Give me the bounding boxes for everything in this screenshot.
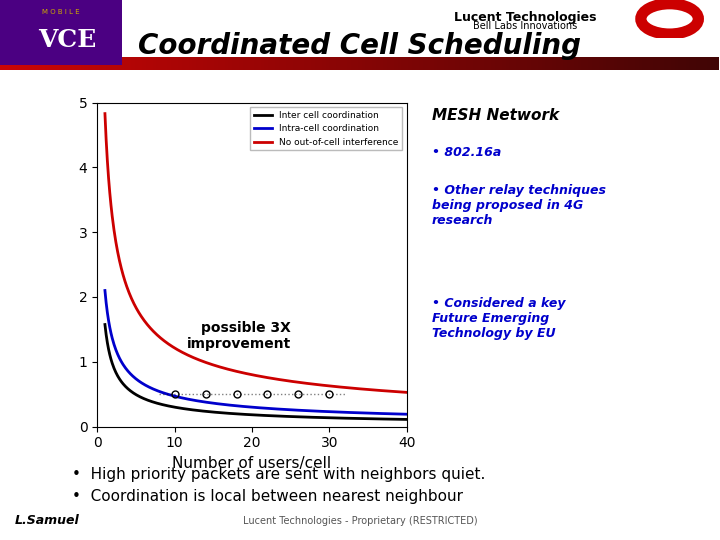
Line: Intra-cell coordination: Intra-cell coordination xyxy=(105,291,407,414)
Text: MESH Network: MESH Network xyxy=(432,108,559,123)
No out-of-cell interference xyxy=(402,389,411,396)
Text: Bell Labs Innovations: Bell Labs Innovations xyxy=(474,21,577,31)
No out-of-cell interference xyxy=(101,110,109,117)
Text: possible 3X
improvement: possible 3X improvement xyxy=(186,321,291,351)
Text: • Considered a key
Future Emerging
Technology by EU: • Considered a key Future Emerging Techn… xyxy=(432,297,565,340)
Inter cell coordination xyxy=(395,416,404,422)
No out-of-cell interference xyxy=(264,375,273,381)
Text: • 802.16a: • 802.16a xyxy=(432,146,501,159)
Text: VCE: VCE xyxy=(38,28,96,52)
Line: Inter cell coordination: Inter cell coordination xyxy=(105,325,407,420)
Text: Coordinated Cell Scheduling: Coordinated Cell Scheduling xyxy=(138,32,582,60)
Intra-cell coordination xyxy=(395,411,404,417)
No out-of-cell interference xyxy=(348,385,356,392)
Text: Lucent Technologies - Proprietary (RESTRICTED): Lucent Technologies - Proprietary (RESTR… xyxy=(243,516,477,526)
Intra-cell coordination xyxy=(244,403,253,410)
Intra-cell coordination xyxy=(101,287,109,294)
Inter cell coordination xyxy=(402,416,411,423)
Inter cell coordination xyxy=(264,413,273,419)
Text: •  High priority packets are sent with neighbors quiet.: • High priority packets are sent with ne… xyxy=(72,467,485,482)
Inter cell coordination xyxy=(280,413,289,420)
Intra-cell coordination xyxy=(348,409,356,416)
Text: M O B I L E: M O B I L E xyxy=(42,9,80,15)
No out-of-cell interference xyxy=(246,371,254,377)
Inter cell coordination xyxy=(246,411,254,418)
Intra-cell coordination xyxy=(264,405,273,411)
Inter cell coordination xyxy=(101,321,109,328)
Intra-cell coordination xyxy=(280,406,289,413)
Text: • Other relay techniques
being proposed in 4G
research: • Other relay techniques being proposed … xyxy=(432,184,606,227)
Text: Lucent Technologies: Lucent Technologies xyxy=(454,11,597,24)
Intra-cell coordination xyxy=(246,404,254,410)
X-axis label: Number of users/cell: Number of users/cell xyxy=(172,456,332,471)
Text: •  Coordination is local between nearest neighbour: • Coordination is local between nearest … xyxy=(72,489,463,504)
Intra-cell coordination xyxy=(402,411,411,417)
Inter cell coordination xyxy=(348,415,356,422)
No out-of-cell interference xyxy=(280,377,289,383)
No out-of-cell interference xyxy=(244,371,253,377)
Inter cell coordination xyxy=(244,411,253,418)
Text: L.Samuel: L.Samuel xyxy=(14,514,79,526)
Legend: Inter cell coordination, Intra-cell coordination, No out-of-cell interference: Inter cell coordination, Intra-cell coor… xyxy=(251,107,402,150)
No out-of-cell interference xyxy=(395,389,404,395)
Line: No out-of-cell interference: No out-of-cell interference xyxy=(105,113,407,393)
FancyBboxPatch shape xyxy=(0,0,122,65)
